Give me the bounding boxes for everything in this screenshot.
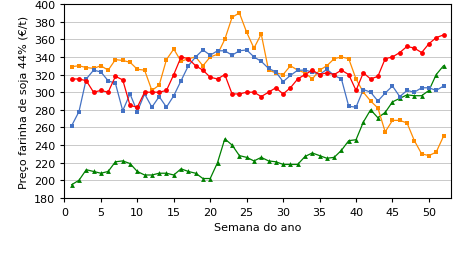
2007 xyxy=(309,152,314,155)
2007 xyxy=(411,95,416,98)
2007 xyxy=(69,183,74,186)
2009 xyxy=(200,49,205,52)
2008 xyxy=(200,65,205,68)
Line: 2007: 2007 xyxy=(69,64,445,187)
2008 xyxy=(316,69,322,72)
2008 xyxy=(98,65,103,68)
2007 xyxy=(243,156,249,159)
2009 xyxy=(418,87,424,90)
2008 xyxy=(440,135,445,138)
2007 xyxy=(440,65,445,68)
2009 xyxy=(69,125,74,128)
2008 xyxy=(425,154,431,157)
2009 xyxy=(302,69,307,72)
2010 xyxy=(316,74,322,77)
2008 xyxy=(251,47,256,51)
2010 xyxy=(98,90,103,93)
Line: 2009: 2009 xyxy=(69,48,445,129)
2010 xyxy=(207,76,213,80)
X-axis label: Semana do ano: Semana do ano xyxy=(213,223,301,233)
2009 xyxy=(207,54,213,57)
2010 xyxy=(418,52,424,55)
2010 xyxy=(440,34,445,37)
2010 xyxy=(251,91,256,94)
2008 xyxy=(69,66,74,69)
Line: 2008: 2008 xyxy=(69,11,445,158)
2009 xyxy=(98,71,103,74)
Y-axis label: Preço farinha de soja 44% (€/t): Preço farinha de soja 44% (€/t) xyxy=(18,15,28,188)
2007 xyxy=(200,177,205,180)
2009 xyxy=(440,85,445,88)
2010 xyxy=(69,78,74,81)
2009 xyxy=(316,74,322,77)
2007 xyxy=(98,172,103,175)
2008 xyxy=(236,12,241,15)
2008 xyxy=(302,72,307,75)
2008 xyxy=(273,72,278,75)
2009 xyxy=(251,56,256,59)
2010 xyxy=(302,74,307,77)
Line: 2010: 2010 xyxy=(69,33,445,110)
2010 xyxy=(134,106,140,109)
2007 xyxy=(294,163,300,166)
